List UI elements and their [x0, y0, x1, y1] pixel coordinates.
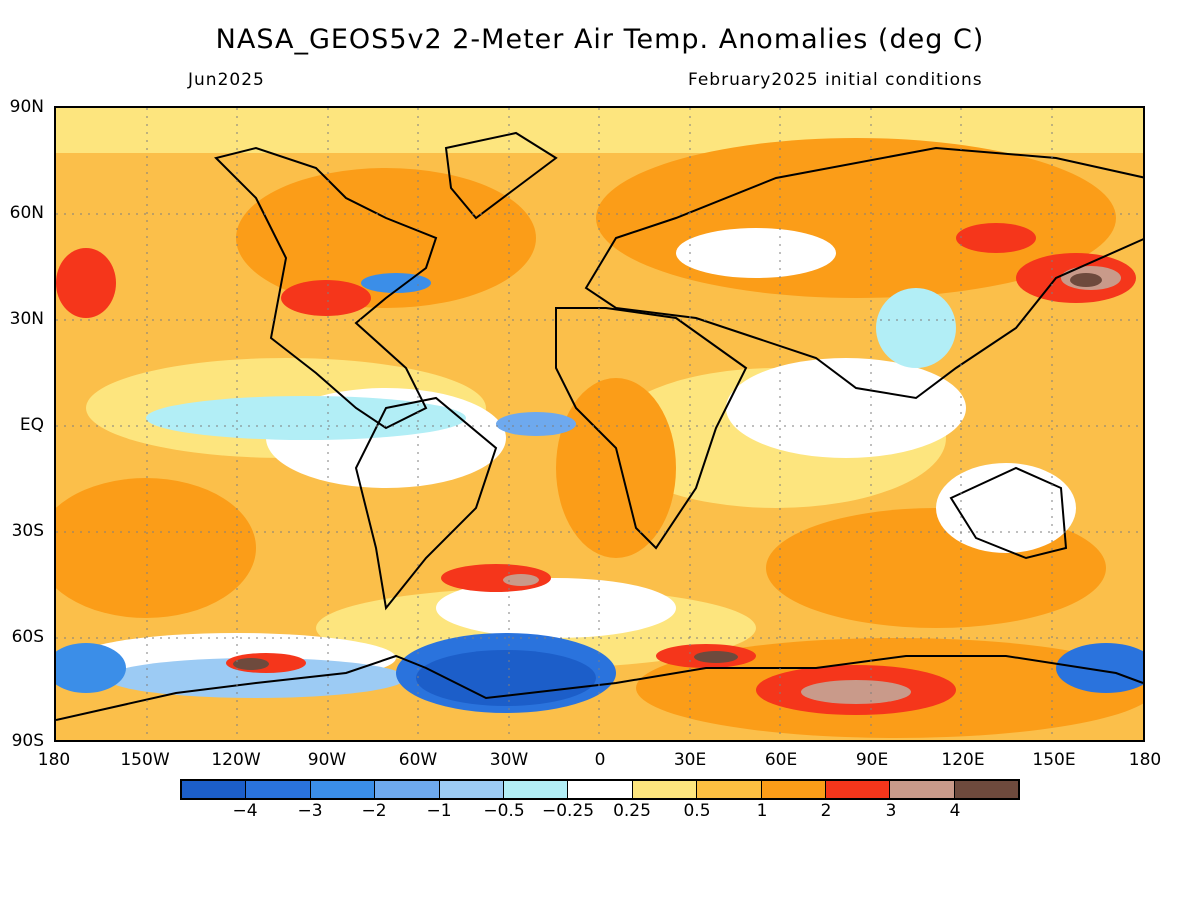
anomaly-map: [54, 106, 1145, 742]
initial-conditions-label: February2025 initial conditions: [688, 70, 983, 90]
map-title: NASA_GEOS5v2 2-Meter Air Temp. Anomalies…: [215, 24, 985, 55]
colorbar-cell: [182, 781, 247, 798]
east-asia-cool: [876, 288, 956, 368]
lon-label-150e: 150E: [1032, 750, 1076, 770]
lon-label-30w: 30W: [489, 750, 529, 770]
antarctica-outline: [56, 654, 1143, 721]
lon-label-30e: 30E: [673, 750, 707, 770]
weddell-very-cold: [416, 650, 596, 706]
colorbar-cell: [310, 781, 376, 798]
south-america-outline: [354, 396, 498, 611]
colorbar-cell: [375, 781, 440, 798]
amundsen-extreme: [233, 658, 269, 670]
lon-label-90w: 90W: [307, 750, 347, 770]
lon-label-60e: 60E: [764, 750, 798, 770]
colorbar: [180, 779, 1020, 800]
colorbar-label: 0.5: [683, 801, 711, 821]
lat-label-60s: 60S: [11, 627, 44, 647]
colorbar-cell: [632, 781, 698, 798]
lat-label-eq: EQ: [19, 415, 44, 435]
lat-label-60n: 60N: [9, 203, 44, 223]
colorbar-cell: [954, 781, 1019, 798]
central-asia-neutral: [676, 228, 836, 278]
north-america-warm: [236, 168, 536, 308]
colorbar-cell: [890, 781, 955, 798]
antarctic-30e-extreme: [694, 651, 738, 663]
colorbar-label: 3: [885, 801, 897, 821]
colorbar-label: −4: [232, 801, 258, 821]
lon-label-150w: 150W: [120, 750, 170, 770]
colorbar-cell: [246, 781, 311, 798]
colorbar-label: −1: [426, 801, 452, 821]
lat-label-90s: 90S: [11, 731, 44, 751]
australia-outline: [949, 466, 1068, 560]
colorbar-cell: [503, 781, 569, 798]
colorbar-label: −3: [297, 801, 323, 821]
siberia-hot: [956, 223, 1036, 253]
graticule: [56, 108, 1143, 740]
equatorial-atlantic-cool: [496, 412, 576, 436]
pacific-antarctic-cool: [1056, 643, 1143, 693]
colorbar-label: 2: [820, 801, 832, 821]
colorbar-cell: [761, 781, 826, 798]
arctic-pale-band: [56, 108, 1143, 153]
ross-sea-cool: [56, 643, 126, 693]
lon-label-180w: 180: [37, 750, 71, 770]
colorbar-label: 4: [949, 801, 961, 821]
indian-ocean-neutral: [726, 358, 966, 458]
colorbar-cell: [697, 781, 762, 798]
southern-cool: [106, 658, 406, 698]
africa-outline: [555, 307, 748, 550]
colorbar-cell: [825, 781, 891, 798]
north-pacific-hot: [56, 248, 116, 318]
colorbar-label: −0.5: [483, 801, 525, 821]
colorbar-label: 1: [756, 801, 768, 821]
lat-label-30n: 30N: [9, 309, 44, 329]
lat-label-90n: 90N: [9, 97, 44, 117]
africa-warm: [556, 378, 676, 558]
lon-label-90e: 90E: [855, 750, 889, 770]
forecast-month: Jun2025: [188, 70, 265, 90]
greenland-outline: [444, 131, 558, 220]
lat-label-30s: 30S: [11, 521, 44, 541]
colorbar-cell: [568, 781, 633, 798]
lon-label-120e: 120E: [941, 750, 985, 770]
japan-extreme: [1070, 273, 1102, 287]
east-antarctica-very-hot: [801, 680, 911, 704]
south-atlantic-neutral: [436, 578, 676, 638]
lon-label-60w: 60W: [398, 750, 438, 770]
north-america-outline: [214, 146, 438, 430]
coastlines: [56, 131, 1143, 721]
colorbar-cell: [439, 781, 504, 798]
lon-label-0: 0: [594, 750, 606, 770]
lon-label-120w: 120W: [211, 750, 261, 770]
lon-label-180e: 180: [1128, 750, 1162, 770]
eurasia-outline: [584, 146, 1143, 400]
colorbar-label: −2: [361, 801, 387, 821]
south-pacific-warm: [56, 478, 256, 618]
colorbar-label: −0.25: [541, 801, 595, 821]
us-hot: [281, 280, 371, 316]
colorbar-label: 0.25: [613, 801, 651, 821]
south-atlantic-very-hot: [503, 574, 539, 586]
